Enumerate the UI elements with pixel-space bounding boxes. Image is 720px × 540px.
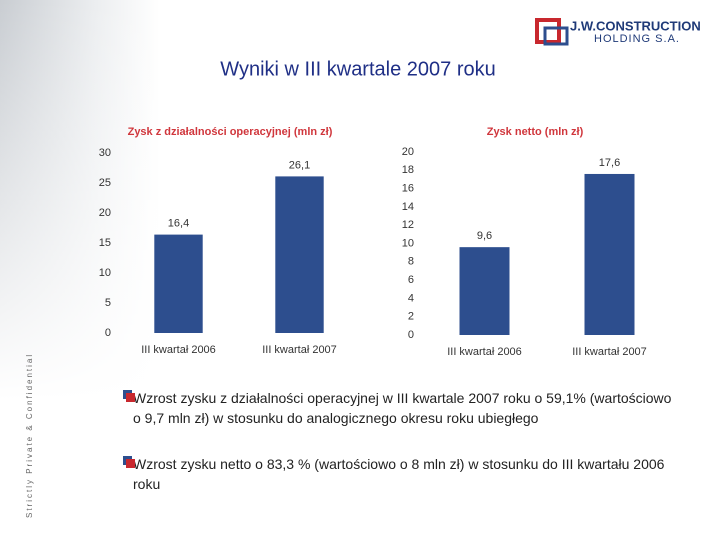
y-tick-label: 25 <box>99 177 111 189</box>
bar <box>154 234 203 333</box>
data-label: 16,4 <box>168 218 189 230</box>
logo-mark <box>543 26 569 46</box>
chart-title: Zysk z działalności operacyjnej (mln zł) <box>128 126 333 138</box>
y-tick-label: 20 <box>99 207 111 219</box>
y-tick-label: 0 <box>408 329 414 341</box>
data-label: 26,1 <box>289 159 310 171</box>
data-label: 9,6 <box>477 230 492 242</box>
data-label: 17,6 <box>599 157 620 169</box>
y-tick-label: 12 <box>402 219 414 231</box>
logo-subtitle: HOLDING S.A. <box>594 33 680 45</box>
bullet: Wzrost zysku netto o 83,3 % (wartościowo… <box>126 454 673 494</box>
y-tick-label: 18 <box>402 164 414 176</box>
bar <box>584 173 635 335</box>
y-tick-label: 10 <box>402 237 414 249</box>
x-tick-label: III kwartał 2006 <box>447 346 522 358</box>
x-tick-label: III kwartał 2007 <box>572 346 647 358</box>
bullet: Wzrost zysku z działalności operacyjnej … <box>126 388 673 428</box>
bar <box>275 176 324 333</box>
y-tick-label: 14 <box>402 201 414 213</box>
y-tick-label: 15 <box>99 237 111 249</box>
logo-name: J.W.CONSTRUCTION <box>570 18 701 33</box>
column-fade <box>0 0 160 400</box>
slide-title: Wyniki w III kwartale 2007 roku <box>220 58 495 80</box>
side-text: Strictly Private & Confidential <box>25 353 34 518</box>
y-tick-label: 10 <box>99 267 111 279</box>
y-tick-label: 6 <box>408 274 414 286</box>
y-tick-label: 20 <box>402 146 414 158</box>
y-tick-label: 8 <box>408 256 414 268</box>
y-tick-label: 2 <box>408 311 414 323</box>
bullet-text: Wzrost zysku netto o 83,3 % (wartościowo… <box>133 456 665 492</box>
y-tick-label: 0 <box>105 327 111 339</box>
y-tick-label: 16 <box>402 183 414 195</box>
logo-mark <box>535 18 561 44</box>
x-tick-label: III kwartał 2006 <box>141 344 216 356</box>
chart-title: Zysk netto (mln zł) <box>487 126 584 138</box>
y-tick-label: 30 <box>99 147 111 159</box>
y-tick-label: 4 <box>408 292 414 304</box>
y-tick-label: 5 <box>105 297 111 309</box>
bullet-text: Wzrost zysku z działalności operacyjnej … <box>133 390 672 426</box>
x-tick-label: III kwartał 2007 <box>262 344 337 356</box>
bar <box>459 247 510 335</box>
